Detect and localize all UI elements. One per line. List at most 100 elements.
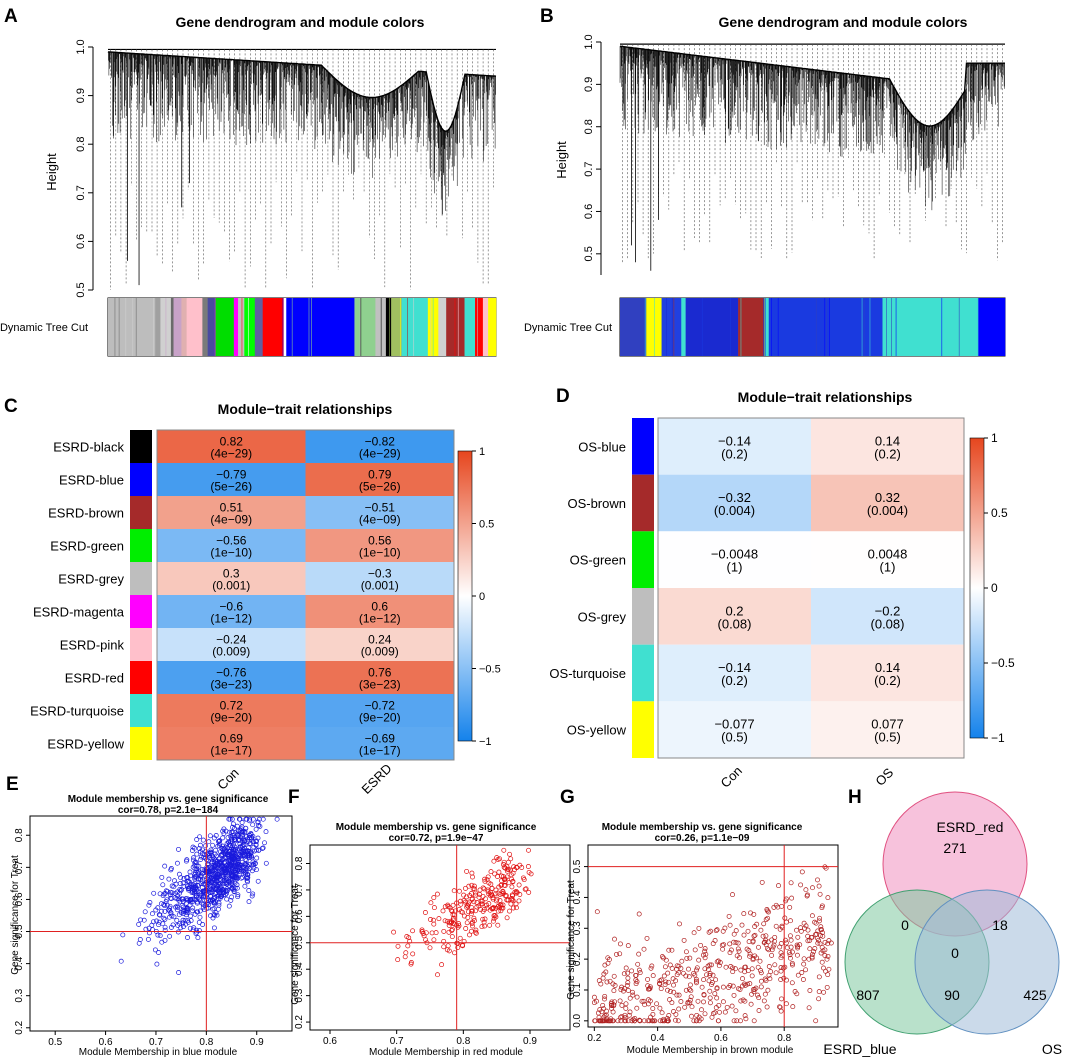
scatter-point bbox=[702, 1011, 708, 1017]
scatter-point bbox=[773, 902, 779, 908]
scatter-point bbox=[624, 983, 630, 988]
scatter-point bbox=[601, 1006, 607, 1012]
scatter-point bbox=[473, 930, 479, 936]
module-color-segment bbox=[401, 298, 429, 356]
scatter-point bbox=[431, 937, 437, 943]
scatter-point bbox=[727, 922, 733, 928]
scatter-point bbox=[803, 923, 809, 929]
panel-h: H ESRD_red ESRD_blue OS 271 807 425 0 18… bbox=[823, 787, 1062, 1057]
scatter-point bbox=[736, 948, 742, 954]
module-color-segment bbox=[764, 298, 770, 356]
scatter-point bbox=[209, 889, 215, 895]
scatter-point bbox=[188, 899, 194, 905]
scatter-point bbox=[731, 1018, 737, 1024]
scatter-point bbox=[168, 910, 174, 916]
module-color-segment bbox=[475, 298, 484, 356]
scatter-point bbox=[755, 992, 760, 998]
x-tick-label: 0.9 bbox=[250, 1037, 264, 1048]
scatter-point bbox=[647, 984, 653, 990]
scatter-point bbox=[189, 908, 195, 914]
scatter-point bbox=[686, 974, 692, 980]
scatter-point bbox=[502, 879, 508, 885]
scatter-point bbox=[659, 954, 665, 960]
scatter-point bbox=[621, 988, 626, 994]
scatter-point bbox=[470, 919, 475, 925]
scatter-point bbox=[263, 829, 269, 835]
scatter-point bbox=[822, 947, 828, 953]
y-tick-label: 0.5 bbox=[294, 935, 305, 949]
scatter-point bbox=[657, 980, 662, 986]
scatter-point bbox=[592, 1018, 598, 1024]
venn-circle-os bbox=[914, 889, 1060, 1035]
scatter-point bbox=[229, 894, 235, 900]
scatter-point bbox=[232, 848, 238, 854]
module-colorbar-a bbox=[108, 298, 497, 356]
row-label: OS-yellow bbox=[567, 723, 627, 738]
scatter-point bbox=[822, 953, 828, 958]
scatter-point bbox=[611, 973, 617, 979]
module-color-segment bbox=[446, 298, 465, 356]
scatter-point bbox=[691, 1018, 697, 1024]
scatter-point bbox=[200, 922, 206, 927]
legend-tick-label: −1 bbox=[479, 736, 492, 748]
scatter-point bbox=[440, 908, 446, 914]
scatter-point bbox=[625, 943, 631, 949]
x-tick-label: 0.9 bbox=[523, 1036, 537, 1047]
scatter-point bbox=[168, 889, 174, 895]
scatter-point bbox=[699, 984, 705, 990]
scatter-point bbox=[183, 858, 189, 864]
heatmap-cell bbox=[157, 430, 306, 463]
cell-value: −0.14 bbox=[718, 660, 751, 675]
scatter-point bbox=[194, 929, 200, 935]
y-axis-label-e: Gene significance for Treat bbox=[10, 855, 21, 975]
scatter-point bbox=[249, 893, 255, 899]
module-color-segment bbox=[108, 298, 156, 356]
module-color-segment bbox=[286, 298, 355, 356]
x-tick-label: 0.2 bbox=[587, 1033, 601, 1044]
scatter-point bbox=[766, 964, 772, 969]
scatter-point bbox=[178, 910, 184, 916]
panel-letter-a: A bbox=[4, 6, 18, 27]
scatter-point bbox=[526, 869, 532, 875]
scatter-point bbox=[817, 891, 823, 897]
scatter-point bbox=[676, 1006, 682, 1012]
panel-letter-h: H bbox=[848, 787, 862, 808]
scatter-point bbox=[207, 898, 213, 904]
scatter-point bbox=[815, 877, 820, 883]
scatter-point bbox=[699, 1007, 704, 1013]
row-label: OS-green bbox=[570, 553, 626, 568]
scatter-point bbox=[825, 895, 831, 901]
heatmap-cell bbox=[811, 701, 964, 758]
cell-value: 0.6 bbox=[371, 600, 388, 614]
venn-count-blue-os: 90 bbox=[944, 987, 960, 1003]
scatter-point bbox=[749, 966, 755, 972]
cell-pvalue: (1) bbox=[727, 560, 743, 575]
scatter-point bbox=[255, 819, 261, 825]
scatter-point bbox=[495, 922, 501, 928]
scatter-point bbox=[221, 860, 227, 866]
scatter-point bbox=[207, 833, 213, 839]
scatter-title-e: Module membership vs. gene significance bbox=[68, 794, 269, 805]
scatter-point bbox=[227, 841, 232, 847]
scatter-point bbox=[512, 889, 518, 895]
dendrogram-branches bbox=[619, 46, 1005, 211]
scatter-point bbox=[188, 918, 194, 924]
cell-value: −0.76 bbox=[216, 666, 247, 680]
scatter-point bbox=[716, 963, 722, 969]
module-color-stripe bbox=[824, 298, 826, 356]
scatter-point bbox=[457, 935, 463, 941]
plot-frame bbox=[29, 815, 293, 1032]
scatter-point bbox=[174, 917, 180, 923]
scatter-point bbox=[428, 917, 433, 922]
scatter-point bbox=[650, 973, 656, 979]
scatter-point bbox=[509, 876, 515, 882]
y-tick-label: 0.6 bbox=[294, 909, 305, 923]
scatter-point bbox=[172, 878, 177, 884]
module-color-stripe bbox=[730, 298, 731, 356]
scatter-point bbox=[513, 901, 519, 907]
scatter-point bbox=[525, 864, 531, 869]
module-color-stripe bbox=[430, 298, 432, 356]
scatter-point bbox=[245, 879, 251, 885]
x-tick-label: 0.6 bbox=[714, 1033, 728, 1044]
y-tick-label: 0.2 bbox=[14, 1020, 25, 1034]
